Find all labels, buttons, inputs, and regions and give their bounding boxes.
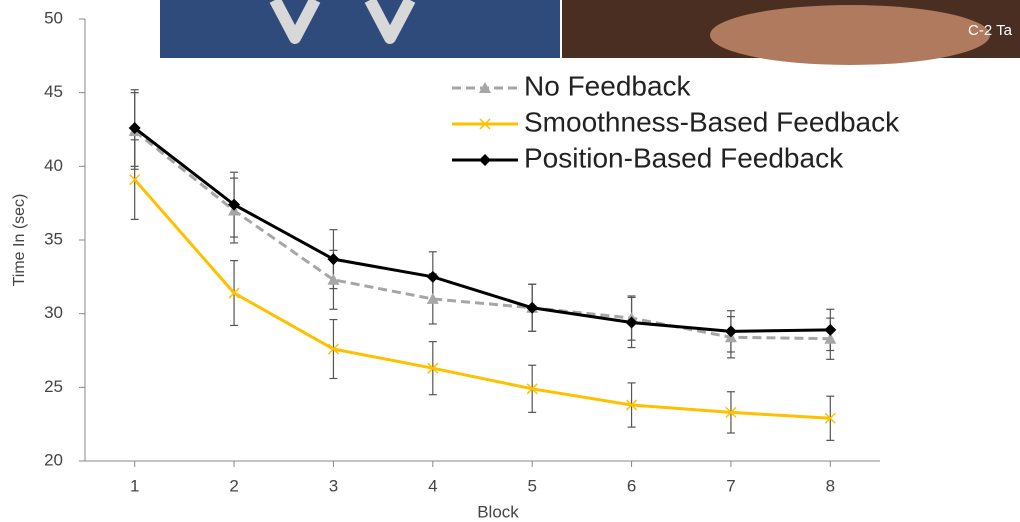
chart: C-2 Ta Block Time In (sec) 2025303540455… bbox=[0, 0, 1020, 522]
x-tick-label: 4 bbox=[428, 476, 437, 495]
y-tick-label: 40 bbox=[44, 156, 63, 175]
x-axis-title: Block bbox=[477, 502, 519, 521]
banner-image bbox=[160, 0, 560, 58]
overlay-text: C-2 Ta bbox=[968, 22, 1013, 39]
marker bbox=[824, 324, 836, 336]
x-tick-label: 8 bbox=[826, 476, 835, 495]
x-tick-label: 3 bbox=[329, 476, 338, 495]
legend-marker bbox=[479, 154, 491, 166]
photo-arm bbox=[710, 5, 990, 65]
x-tick-label: 7 bbox=[726, 476, 735, 495]
marker bbox=[327, 253, 339, 265]
legend-label: Smoothness-Based Feedback bbox=[524, 106, 900, 137]
legend-label: Position-Based Feedback bbox=[524, 142, 844, 173]
y-tick-label: 35 bbox=[44, 229, 63, 248]
y-tick-label: 45 bbox=[44, 82, 63, 101]
y-axis-title: Time In (sec) bbox=[11, 194, 28, 287]
marker bbox=[427, 271, 439, 283]
y-tick-label: 20 bbox=[44, 450, 63, 469]
x-tick-label: 6 bbox=[627, 476, 636, 495]
x-tick-label: 1 bbox=[130, 476, 139, 495]
x-tick-label: 2 bbox=[229, 476, 238, 495]
y-tick-label: 30 bbox=[44, 303, 63, 322]
y-tick-label: 25 bbox=[44, 377, 63, 396]
y-tick-label: 50 bbox=[44, 8, 63, 27]
legend-label: No Feedback bbox=[524, 70, 692, 101]
x-tick-label: 5 bbox=[527, 476, 536, 495]
